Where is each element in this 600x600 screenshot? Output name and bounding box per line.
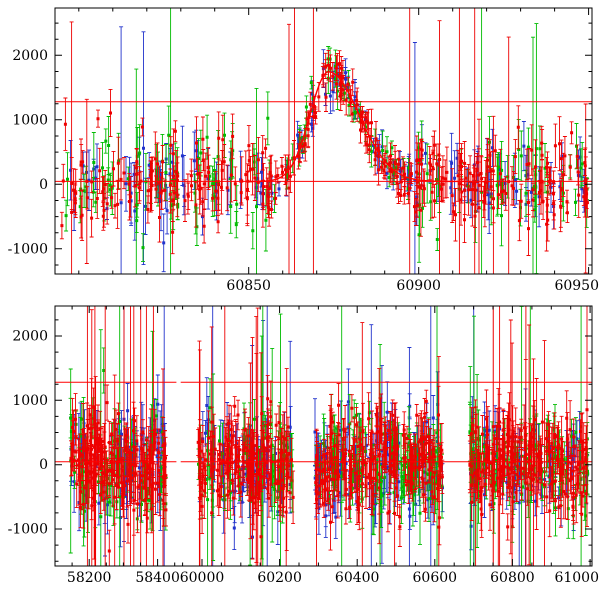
- axis-frame: [54, 305, 593, 567]
- x-tick-label: 60200: [257, 570, 302, 586]
- red-points: [69, 397, 589, 553]
- x-tick-label: 58200: [67, 570, 112, 586]
- x-tick-label: 60850: [226, 278, 271, 294]
- x-tick-label: 60600: [413, 570, 458, 586]
- y-tick-label: 0: [39, 457, 48, 473]
- plot-area: [55, 8, 592, 274]
- x-tick-label: 58400: [135, 570, 180, 586]
- y-tick-label: -1000: [8, 522, 48, 538]
- axis-frame: [54, 7, 593, 275]
- y-tick-label: 2000: [12, 48, 48, 64]
- y-tick-label: 2000: [12, 329, 48, 345]
- top-panel-svg: 60850 60900 60950 -1000 0 1000 2000: [8, 7, 599, 294]
- axis-ticks: [54, 306, 592, 566]
- y-tick-label: 0: [39, 177, 48, 193]
- x-tick-label: 60000: [180, 570, 225, 586]
- flare-model-curve: [248, 71, 470, 183]
- bottom-panel-chart: 58200 58400 60000 60200 60400 60600 60800 61000…: [0, 298, 600, 600]
- y-tick-label: -1000: [8, 241, 48, 257]
- bottom-panel-svg: 58200 58400 60000 60200 60400 60600 60800 61000…: [8, 305, 599, 586]
- x-tick-label: 60800: [490, 570, 535, 586]
- x-tick-label: 60400: [335, 570, 380, 586]
- plot-area: [55, 306, 592, 566]
- y-tick-label: 1000: [12, 393, 48, 409]
- x-tick-label: 60950: [554, 278, 599, 294]
- top-panel-chart: 60850 60900 60950 -1000 0 1000 2000: [0, 0, 600, 298]
- red-points: [60, 62, 589, 234]
- x-tick-label: 61000: [554, 570, 599, 586]
- y-tick-label: 1000: [12, 112, 48, 128]
- axis-ticks: [55, 8, 592, 274]
- x-tick-label: 60900: [396, 278, 441, 294]
